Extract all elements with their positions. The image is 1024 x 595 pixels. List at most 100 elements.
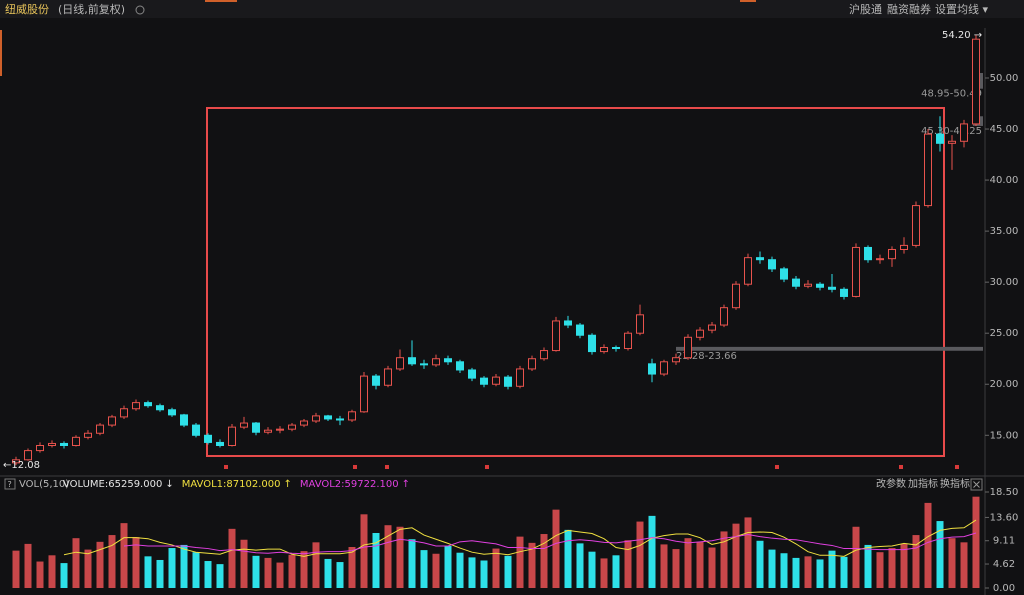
indicator-button[interactable]: 换指标: [940, 477, 970, 490]
moving-average-line: [123, 532, 977, 555]
candle-body: [672, 357, 680, 363]
volume-bar: [576, 543, 584, 588]
volume-bar: [144, 556, 152, 588]
candle-body: [480, 377, 488, 385]
volume-bar: [804, 556, 812, 588]
price-zone-label: 45.30-46.25: [921, 126, 982, 137]
close-glyph: [973, 481, 980, 488]
candle-body: [636, 314, 644, 334]
candle-body: [816, 283, 824, 288]
candle-body: [288, 424, 296, 430]
signal-marker: [775, 465, 779, 469]
candle-body: [600, 346, 608, 353]
link-ma-settings[interactable]: 设置均线 ▾: [935, 2, 988, 16]
volume-bar: [12, 550, 20, 588]
volume-bar: [84, 549, 92, 588]
volume-bar: [960, 542, 968, 588]
indicator-label: MAVOL1:87102.000: [182, 479, 281, 490]
signal-marker: [224, 465, 228, 469]
volume-bar: [468, 557, 476, 588]
link-sh-connect[interactable]: 沪股通: [849, 2, 882, 16]
y-tick-label: 40.00: [990, 175, 1019, 186]
help-icon[interactable]: [4, 478, 16, 490]
indicator-arrow: ↓: [165, 479, 173, 490]
candle-body: [840, 288, 848, 297]
candle-body: [696, 329, 704, 338]
indicator-label: MAVOL2:59722.100: [300, 479, 399, 490]
indicator-arrow: ↑: [402, 479, 410, 490]
close-button[interactable]: [970, 478, 983, 491]
candle-body: [504, 376, 512, 387]
y-tick-label: 0.00: [993, 583, 1015, 594]
volume-bar: [216, 564, 224, 588]
link-margin[interactable]: 融资融券: [887, 2, 931, 16]
volume-bar: [108, 535, 116, 588]
volume-bar: [360, 514, 368, 588]
settings-icon[interactable]: [135, 5, 145, 15]
price-annotation: ←12.08: [3, 460, 40, 471]
signal-marker: [485, 465, 489, 469]
volume-bar: [876, 552, 884, 588]
volume-bar: [396, 526, 404, 588]
volume-bar: [24, 543, 32, 588]
candle-body: [888, 248, 896, 260]
volume-bar: [660, 544, 668, 588]
candle-body: [744, 257, 752, 285]
volume-bar: [936, 521, 944, 588]
volume-bar: [384, 525, 392, 588]
volume-bar: [864, 544, 872, 588]
stock-name[interactable]: 纽威股份: [5, 2, 49, 16]
volume-bar: [600, 558, 608, 588]
indicator-button[interactable]: 加指标: [908, 477, 938, 490]
indicator-arrow: ↑: [283, 479, 291, 490]
candle-body: [408, 357, 416, 365]
candle-body: [804, 283, 812, 287]
candle-body: [576, 324, 584, 336]
y-tick-label: 25.00: [990, 328, 1019, 339]
candle-body: [972, 38, 980, 125]
highlight-box: [206, 107, 945, 457]
volume-bar: [924, 502, 932, 588]
y-tick-label: 15.00: [990, 430, 1019, 441]
candle-body: [564, 320, 572, 326]
candle-body: [96, 424, 104, 434]
candle-body: [276, 428, 284, 431]
volume-bar: [456, 552, 464, 588]
volume-bar: [624, 540, 632, 588]
tab-indicator: [740, 0, 756, 2]
volume-bar: [204, 561, 212, 588]
volume-bar: [240, 539, 248, 588]
volume-bar: [828, 550, 836, 588]
candle-body: [156, 405, 164, 411]
indicator-button[interactable]: 改参数: [876, 477, 906, 490]
candle-body: [144, 402, 152, 407]
price-annotation: 54.20 →: [942, 30, 982, 41]
candle-body: [312, 415, 320, 422]
volume-bar: [948, 538, 956, 588]
candle-body: [372, 375, 380, 386]
y-tick-label: 13.60: [990, 512, 1019, 523]
price-zone: [676, 346, 983, 351]
volume-bar: [756, 540, 764, 588]
candle-body: [660, 361, 668, 375]
candle-body: [384, 368, 392, 386]
candle-body: [108, 416, 116, 426]
candle-body: [228, 426, 236, 446]
volume-bar: [120, 523, 128, 588]
candle-body: [780, 268, 788, 280]
candle-body: [216, 441, 224, 446]
candle-body: [960, 123, 968, 142]
candle-body: [720, 307, 728, 326]
candle-body: [684, 336, 692, 359]
price-zone-label: 23.28-23.66: [676, 351, 737, 362]
y-tick-label: 50.00: [990, 73, 1019, 84]
volume-bar: [516, 536, 524, 588]
candle-body: [336, 418, 344, 421]
y-tick-label: 20.00: [990, 379, 1019, 390]
candle-body: [708, 324, 716, 331]
volume-bar: [840, 556, 848, 588]
candle-body: [828, 286, 836, 290]
candle-body: [612, 346, 620, 350]
volume-bar: [420, 550, 428, 588]
volume-bar: [720, 531, 728, 588]
